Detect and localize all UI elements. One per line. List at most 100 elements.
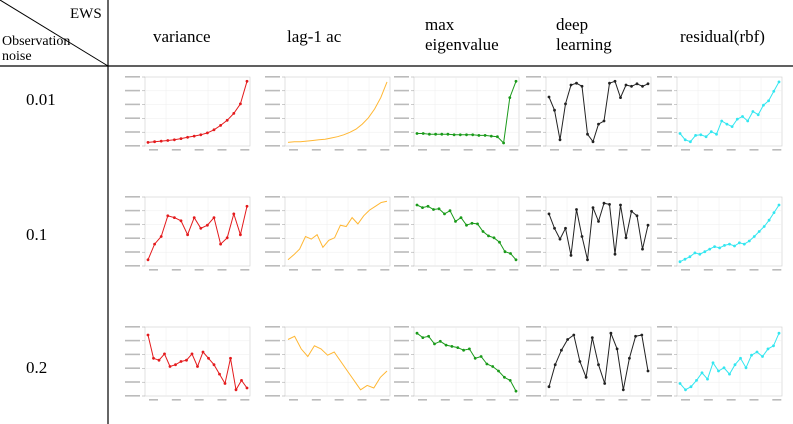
data-point [689,140,692,144]
y-tick-label-placeholder [394,131,409,133]
y-tick-label-placeholder [265,89,280,92]
data-point [624,83,628,87]
data-point [179,360,183,363]
x-tick-label-placeholder [703,269,713,271]
column-header-line: residual(rbf) [680,27,765,46]
data-point [767,218,771,222]
data-point [597,363,600,367]
data-point [750,353,753,357]
y-tick-label-placeholder [265,339,280,342]
data-point [199,133,203,137]
x-tick-label-placeholder [463,149,473,151]
x-tick-label-placeholder [357,149,367,151]
series-line [287,200,388,261]
x-tick-label-placeholder [681,269,690,271]
data-point [580,235,584,238]
series-line [147,206,248,260]
x-tick-label-placeholder [641,149,651,151]
data-point [572,333,576,337]
data-point [630,84,633,88]
x-tick-label-placeholder [418,399,427,401]
x-tick-label-placeholder [595,149,605,151]
plot-frame [284,326,391,397]
column-header-line: learning [556,35,612,54]
x-tick-label-placeholder [618,269,628,271]
y-tick-label-placeholder [394,395,409,397]
data-point [602,201,606,205]
data-point [584,375,588,379]
data-point [547,385,551,389]
y-tick-label-placeholder [265,326,280,328]
data-point [720,119,724,123]
x-tick-label-placeholder [440,399,450,401]
data-point [415,132,419,135]
chart-0.1-variance [125,196,251,271]
column-header-max-eigenvalue: max eigenvalue [425,15,499,55]
data-point [777,80,781,84]
y-tick-label-placeholder [125,76,140,78]
data-point [757,230,761,233]
y-tick-label-placeholder [265,209,280,212]
data-point [575,208,578,211]
y-tick-label-placeholder [125,89,140,92]
data-point [146,258,150,262]
x-tick-label-placeholder [681,149,690,151]
data-point [695,379,698,382]
data-point [465,133,468,137]
data-point [560,348,563,352]
data-point [199,226,203,230]
data-point [591,140,595,144]
y-tick-label-placeholder [657,353,672,356]
data-point [747,239,751,243]
data-point [591,206,595,209]
chart-0.2-deep-learning [526,326,652,401]
y-tick-label-placeholder [125,265,140,267]
data-point [689,385,693,389]
data-point [553,226,556,230]
data-point [586,258,589,262]
x-tick-label-placeholder [703,399,713,401]
data-point [459,216,463,219]
data-point [192,216,196,219]
data-point [470,221,474,225]
data-point [755,350,759,354]
data-point [509,252,512,255]
y-tick-label-placeholder [265,237,280,239]
data-point [471,133,475,137]
x-tick-label-placeholder [380,269,390,271]
chart-0.01-variance [125,76,251,151]
y-tick-label-placeholder [657,76,672,78]
data-point [157,358,161,362]
data-point [476,222,479,226]
data-point [190,352,194,356]
x-tick-label-placeholder [217,149,227,151]
data-point [432,208,435,211]
y-tick-label-placeholder [125,209,140,212]
data-point [646,369,650,373]
y-tick-label-placeholder [394,367,409,369]
y-tick-label-placeholder [526,326,541,328]
x-tick-label-placeholder [289,399,298,401]
y-tick-label-placeholder [265,367,280,369]
data-point [428,132,431,136]
x-tick-label-placeholder [357,269,367,271]
data-point [219,242,222,246]
data-point [630,209,633,213]
data-point [723,244,726,247]
data-point [223,382,227,385]
data-point [229,356,232,360]
x-tick-label-placeholder [240,399,250,401]
data-point [772,211,776,214]
y-tick-label-placeholder [657,117,672,119]
column-header-variance: variance [153,27,211,47]
data-point [444,343,448,347]
plot-frame [545,76,652,147]
chart-0.2-max-eigenvalue [394,326,520,401]
x-tick-label-placeholder [171,149,181,151]
chart-0.01-residual-rbf- [657,76,783,151]
data-point [174,363,177,367]
data-point [232,112,236,115]
y-tick-label-placeholder [526,223,541,226]
y-tick-label-placeholder [526,395,541,397]
x-tick-label-placeholder [749,269,759,271]
